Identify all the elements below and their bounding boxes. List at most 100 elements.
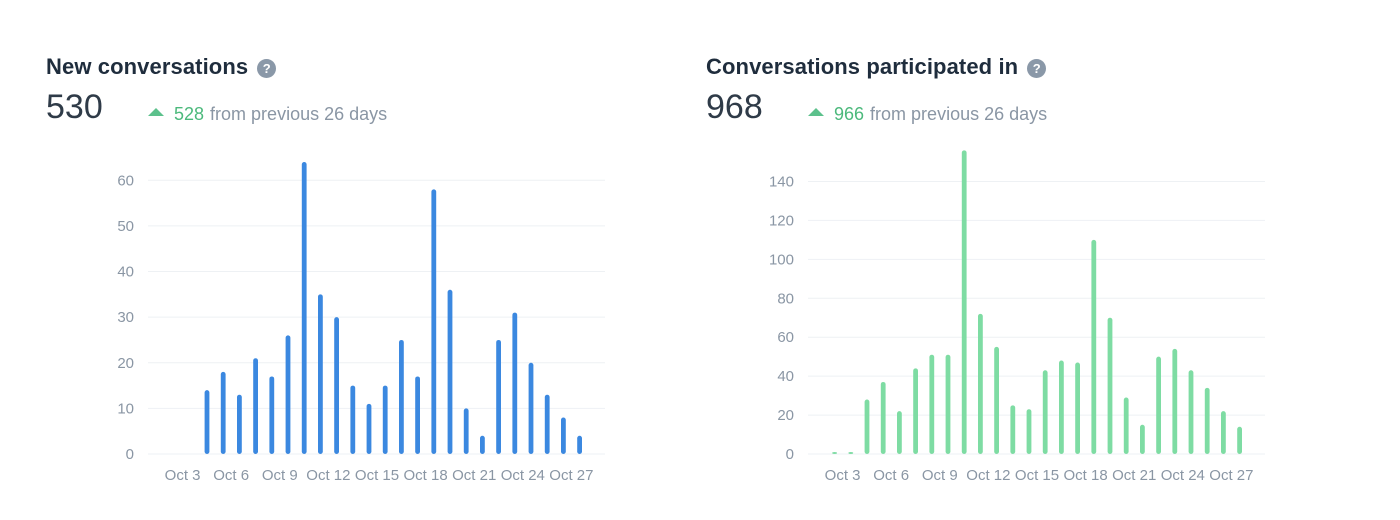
delta-value: 966 <box>834 103 865 124</box>
bar[interactable] <box>496 339 501 454</box>
bar[interactable] <box>577 435 582 454</box>
help-icon[interactable]: ? <box>1027 59 1047 78</box>
bar[interactable] <box>978 313 983 454</box>
new-conversations-chart: 0 10 20 30 40 50 60 Oct 3 Oct 6 Oct 9 Oct 12 Oct 15… <box>117 162 605 484</box>
help-icon[interactable]: ? <box>257 59 277 78</box>
x-tick-label: Oct 12 <box>966 467 1010 484</box>
x-tick-label: Oct 21 <box>452 467 496 484</box>
bar[interactable] <box>382 385 388 454</box>
bar[interactable] <box>994 346 999 454</box>
bar[interactable] <box>561 417 566 455</box>
total-value: 530 <box>46 88 103 126</box>
panel-title-row: Conversations participated in ? <box>706 54 1047 80</box>
bar[interactable] <box>945 354 951 454</box>
bar[interactable] <box>350 385 356 454</box>
x-tick-label: Oct 3 <box>165 467 201 484</box>
bar[interactable] <box>1172 348 1178 454</box>
conversations-participated-chart: 0 20 40 60 80 100 120 140 Oct 3 Oct 6 Oct 9 Oct 12 O… <box>769 150 1265 484</box>
total-value: 968 <box>706 88 763 126</box>
up-arrow-icon <box>148 108 164 116</box>
y-tick-label: 40 <box>117 264 134 281</box>
bar[interactable] <box>318 294 323 454</box>
bar[interactable] <box>431 189 437 454</box>
bar[interactable] <box>1123 397 1129 454</box>
x-tick-label: Oct 15 <box>1015 467 1059 484</box>
stat-row: 968 966 from previous 26 days <box>706 88 1047 127</box>
bar[interactable] <box>1221 411 1226 454</box>
bar[interactable] <box>1107 317 1113 454</box>
bar[interactable] <box>848 452 854 454</box>
bar[interactable] <box>334 317 339 454</box>
bar[interactable] <box>528 362 534 454</box>
bar[interactable] <box>1075 362 1080 454</box>
bar[interactable] <box>1091 239 1097 454</box>
bar[interactable] <box>253 358 258 454</box>
y-tick-label: 60 <box>117 172 134 189</box>
delta-text: from previous 26 days <box>870 103 1048 124</box>
bar[interactable] <box>1026 409 1032 454</box>
y-tick-label: 0 <box>126 446 134 463</box>
y-tick-label: 40 <box>777 368 794 385</box>
x-tick-label: Oct 21 <box>1112 467 1156 484</box>
x-tick-label: Oct 24 <box>501 467 545 484</box>
x-tick-label: Oct 6 <box>873 467 909 484</box>
bar[interactable] <box>1010 405 1016 454</box>
bar[interactable] <box>269 376 275 454</box>
conversations-participated-panel: Conversations participated in ? 968 966 … <box>660 0 1280 520</box>
bar[interactable] <box>913 368 918 454</box>
bar[interactable] <box>366 403 372 454</box>
bar[interactable] <box>237 394 242 454</box>
bars <box>832 150 1242 454</box>
y-tick-label: 0 <box>786 446 794 463</box>
x-tick-label: Oct 9 <box>922 467 958 484</box>
bar[interactable] <box>880 381 886 454</box>
bar[interactable] <box>1156 356 1161 454</box>
y-tick-label: 120 <box>769 212 794 229</box>
bar[interactable] <box>1059 360 1064 454</box>
new-conversations-panel: New conversations ? 530 528 from previou… <box>0 0 620 520</box>
bar[interactable] <box>399 339 404 454</box>
bar[interactable] <box>1188 370 1194 454</box>
bar[interactable] <box>929 354 935 454</box>
bar[interactable] <box>1042 370 1048 454</box>
bar[interactable] <box>1237 426 1242 454</box>
y-tick-label: 10 <box>117 400 134 417</box>
x-tick-label: Oct 9 <box>262 467 298 484</box>
bar[interactable] <box>512 312 518 454</box>
x-tick-label: Oct 15 <box>355 467 399 484</box>
y-tick-label: 20 <box>117 355 134 372</box>
bar[interactable] <box>204 390 210 454</box>
panel-title-row: New conversations ? <box>46 54 277 80</box>
y-tick-label: 140 <box>769 173 794 190</box>
bar[interactable] <box>285 335 291 454</box>
x-tick-label: Oct 18 <box>1064 467 1108 484</box>
delta-value: 528 <box>174 103 205 124</box>
bar[interactable] <box>832 452 837 454</box>
bar[interactable] <box>961 150 967 454</box>
bar[interactable] <box>1204 387 1210 454</box>
bar[interactable] <box>1140 424 1145 454</box>
bar[interactable] <box>897 411 902 454</box>
x-tick-label: Oct 18 <box>404 467 448 484</box>
x-tick-label: Oct 12 <box>306 467 350 484</box>
bar[interactable] <box>480 435 485 454</box>
bar[interactable] <box>301 162 307 454</box>
y-tick-label: 60 <box>777 329 794 346</box>
delta-text: from previous 26 days <box>210 103 388 124</box>
grid-lines <box>808 180 1265 455</box>
y-tick-label: 50 <box>117 218 134 235</box>
bar[interactable] <box>864 399 870 454</box>
x-tick-label: Oct 27 <box>549 467 593 484</box>
stat-row: 530 528 from previous 26 days <box>46 88 387 127</box>
y-tick-label: 30 <box>117 309 134 326</box>
grid-lines <box>148 179 605 455</box>
panel-title: New conversations <box>46 54 249 79</box>
bar[interactable] <box>463 408 469 454</box>
bar[interactable] <box>415 376 420 454</box>
y-tick-label: 100 <box>769 251 794 268</box>
x-tick-label: Oct 3 <box>825 467 861 484</box>
bar[interactable] <box>544 394 550 454</box>
bar[interactable] <box>447 289 453 454</box>
delta: 528 from previous 26 days <box>148 104 387 125</box>
bar[interactable] <box>220 371 226 454</box>
